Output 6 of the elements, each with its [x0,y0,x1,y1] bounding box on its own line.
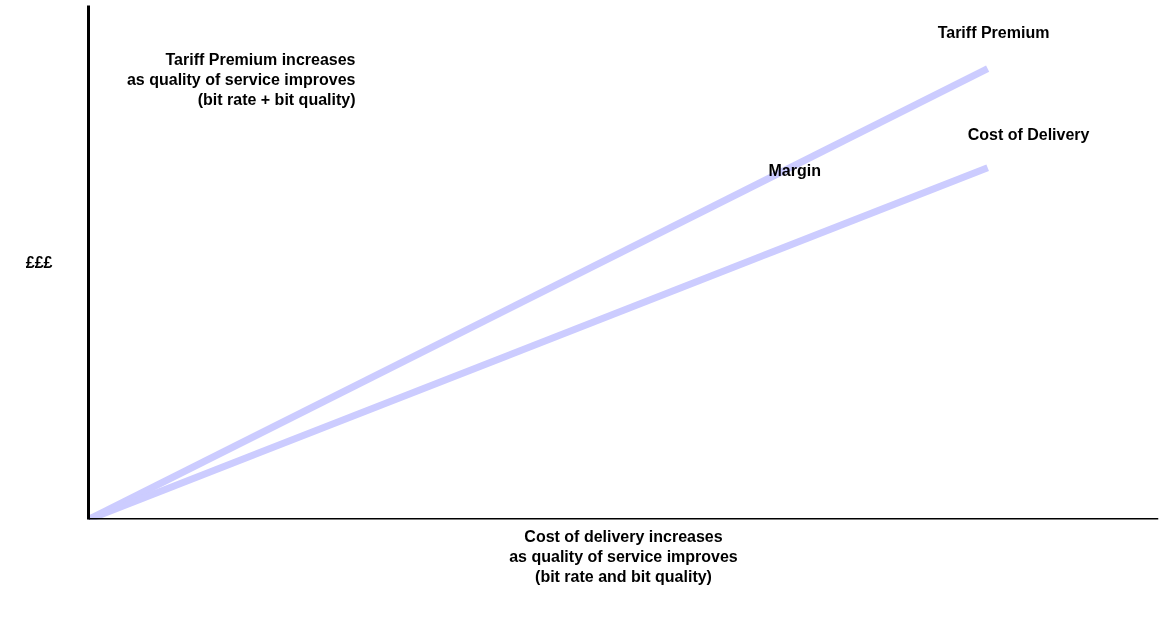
text: Tariff Premium [937,23,1050,41]
x-axis-title: Cost of delivery increases as quality of service improves (bit rate and bit quality) [509,527,738,586]
series-label: Cost of Delivery [967,125,1090,143]
y-axis-title: £££ [25,254,53,271]
annotation: Margin [768,162,821,179]
annotation: Tariff Premium increases as quality of service improves (bit rate + bit quality) [126,50,356,109]
